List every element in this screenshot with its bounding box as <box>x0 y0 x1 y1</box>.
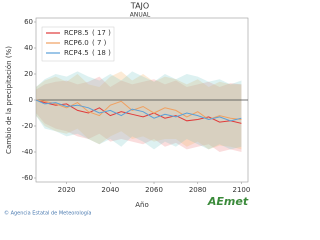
legend-label: RCP6.0 <box>64 39 89 47</box>
band <box>36 76 242 152</box>
chart-subtitle: ANUAL <box>130 12 151 19</box>
series-line <box>35 99 242 121</box>
y-tick-label: -20 <box>22 122 33 130</box>
x-axis-label: Año <box>135 201 149 209</box>
legend-count: ( 18 ) <box>92 49 111 57</box>
chart-title: TAJO <box>130 2 149 11</box>
y-tick-label: -60 <box>22 174 33 182</box>
legend-count: ( 17 ) <box>92 29 111 37</box>
legend-count: ( 7 ) <box>92 39 107 47</box>
y-tick-label: 0 <box>29 96 33 104</box>
y-axis-label: Cambio de la precipitación (%) <box>5 46 13 154</box>
chart: TAJO ANUAL Cambio de la precipitación (%… <box>4 2 251 217</box>
series-line <box>35 99 242 124</box>
series-line <box>35 99 242 122</box>
footer: © Agencia Estatal de Meteorología <box>4 210 91 217</box>
legend-label: RCP4.5 <box>64 49 89 57</box>
x-tick-label: 2080 <box>189 186 207 194</box>
x-tick-label: 2020 <box>58 186 76 194</box>
x-tick-label: 2040 <box>101 186 119 194</box>
x-tick-label: 2060 <box>145 186 163 194</box>
y-tick-label: 20 <box>24 70 33 78</box>
y-tick-label: 60 <box>24 18 33 26</box>
y-tick-label: 40 <box>24 44 33 52</box>
y-tick-label: -40 <box>22 148 33 156</box>
x-tick-label: 2100 <box>233 186 251 194</box>
legend-label: RCP8.5 <box>64 29 89 37</box>
logo: AEmet <box>207 195 249 208</box>
